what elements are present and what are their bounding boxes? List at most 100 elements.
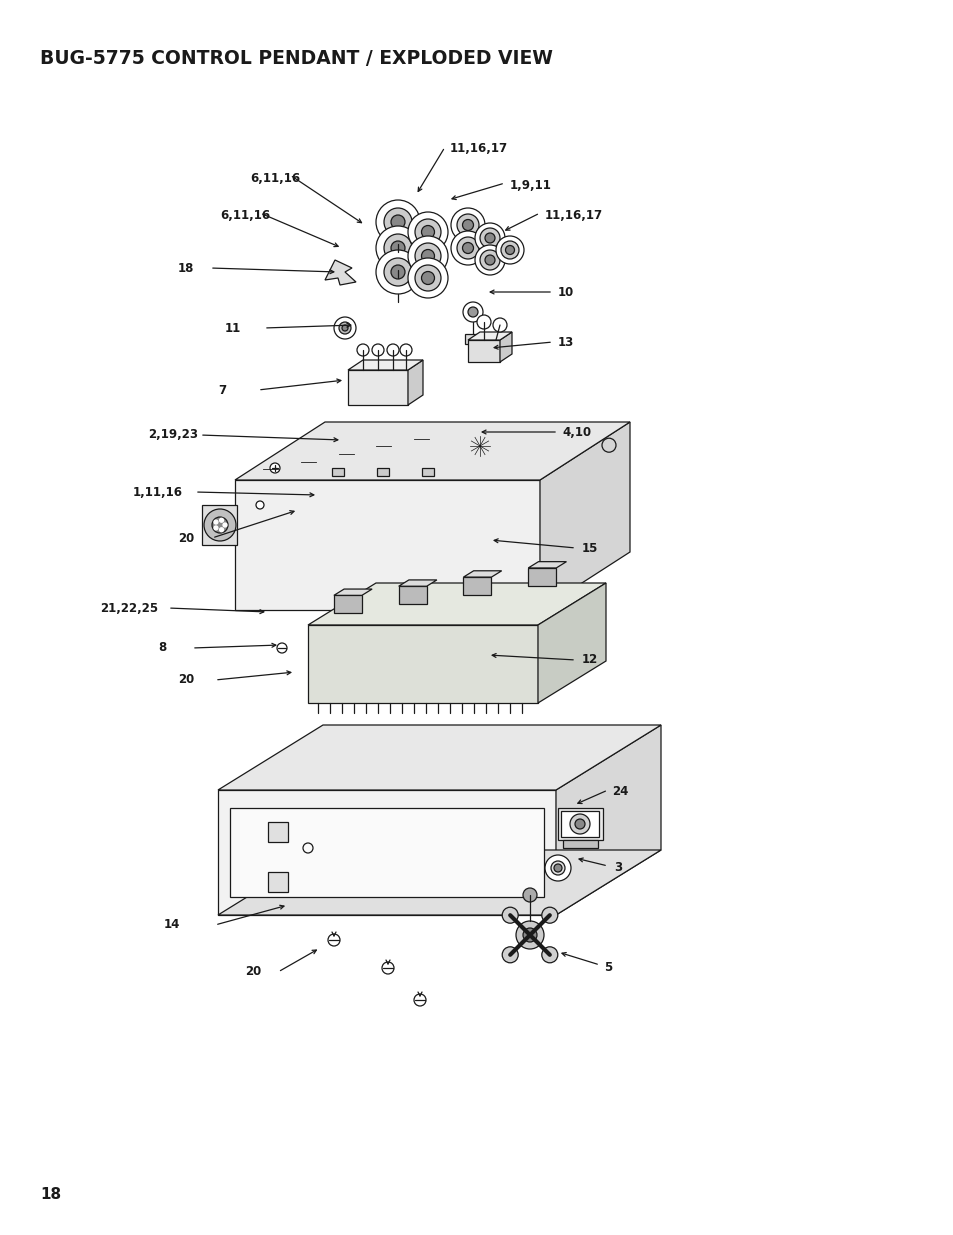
Bar xyxy=(202,505,236,545)
Text: 11,16,17: 11,16,17 xyxy=(544,209,602,221)
Bar xyxy=(376,468,389,475)
Polygon shape xyxy=(268,872,288,892)
Circle shape xyxy=(500,241,518,259)
Circle shape xyxy=(516,921,543,948)
Polygon shape xyxy=(463,577,491,595)
Polygon shape xyxy=(234,422,629,480)
Polygon shape xyxy=(325,261,355,285)
Polygon shape xyxy=(556,725,660,915)
Circle shape xyxy=(384,233,412,262)
Text: 11: 11 xyxy=(225,321,241,335)
Bar xyxy=(464,333,480,345)
Circle shape xyxy=(575,819,584,829)
Polygon shape xyxy=(499,332,512,362)
Text: 13: 13 xyxy=(558,336,574,348)
Circle shape xyxy=(505,246,514,254)
Ellipse shape xyxy=(346,472,374,484)
Ellipse shape xyxy=(346,433,374,446)
Text: 6,11,16: 6,11,16 xyxy=(220,209,270,221)
Circle shape xyxy=(213,520,217,524)
Text: 18: 18 xyxy=(40,1188,61,1203)
Text: 5: 5 xyxy=(603,962,612,974)
Circle shape xyxy=(384,258,412,287)
Circle shape xyxy=(399,345,412,356)
Circle shape xyxy=(484,233,495,243)
Circle shape xyxy=(554,864,561,872)
Circle shape xyxy=(475,245,504,275)
Text: 18: 18 xyxy=(178,262,194,274)
Circle shape xyxy=(276,643,287,653)
Circle shape xyxy=(415,243,440,269)
Circle shape xyxy=(384,207,412,236)
Polygon shape xyxy=(463,571,501,577)
Polygon shape xyxy=(398,587,426,604)
Circle shape xyxy=(204,509,235,541)
Circle shape xyxy=(212,517,228,534)
Polygon shape xyxy=(218,790,556,915)
Polygon shape xyxy=(308,625,537,703)
Circle shape xyxy=(451,207,484,242)
Circle shape xyxy=(569,814,589,834)
Circle shape xyxy=(391,241,405,254)
Circle shape xyxy=(479,249,499,270)
Circle shape xyxy=(219,527,223,532)
Circle shape xyxy=(421,249,434,263)
Circle shape xyxy=(381,962,394,974)
Text: 8: 8 xyxy=(158,641,166,655)
Circle shape xyxy=(408,212,448,252)
Circle shape xyxy=(415,266,440,291)
Text: 2,19,23: 2,19,23 xyxy=(148,429,198,441)
Bar xyxy=(421,468,434,475)
Circle shape xyxy=(223,522,227,527)
Polygon shape xyxy=(468,332,512,340)
Circle shape xyxy=(387,345,398,356)
Circle shape xyxy=(541,908,558,924)
Text: 21,22,25: 21,22,25 xyxy=(100,601,158,615)
Text: 11,16,17: 11,16,17 xyxy=(450,142,508,154)
Circle shape xyxy=(501,947,517,963)
Circle shape xyxy=(391,266,405,279)
Text: 10: 10 xyxy=(558,285,574,299)
Text: 4,10: 4,10 xyxy=(561,426,591,438)
Circle shape xyxy=(493,317,506,332)
Circle shape xyxy=(334,317,355,338)
Circle shape xyxy=(414,994,426,1007)
Circle shape xyxy=(415,219,440,245)
Circle shape xyxy=(375,249,419,294)
Polygon shape xyxy=(408,359,422,405)
Circle shape xyxy=(375,226,419,270)
Text: 6,11,16: 6,11,16 xyxy=(250,172,300,184)
Circle shape xyxy=(462,220,473,231)
Text: 12: 12 xyxy=(581,653,598,667)
Circle shape xyxy=(462,303,482,322)
Text: 15: 15 xyxy=(581,541,598,555)
Circle shape xyxy=(479,228,499,248)
Circle shape xyxy=(341,325,348,331)
Polygon shape xyxy=(308,583,605,625)
Circle shape xyxy=(456,214,478,236)
Polygon shape xyxy=(334,595,361,614)
Text: 20: 20 xyxy=(245,966,261,978)
Circle shape xyxy=(328,934,339,946)
Circle shape xyxy=(270,463,280,473)
Circle shape xyxy=(213,526,217,530)
Text: 14: 14 xyxy=(164,919,180,931)
Polygon shape xyxy=(218,725,660,790)
Circle shape xyxy=(391,215,405,228)
Polygon shape xyxy=(218,850,660,915)
Circle shape xyxy=(462,242,473,253)
Text: 1,11,16: 1,11,16 xyxy=(132,485,183,499)
Text: 7: 7 xyxy=(218,384,226,396)
Circle shape xyxy=(451,231,484,266)
Polygon shape xyxy=(537,583,605,703)
Circle shape xyxy=(496,236,523,264)
Circle shape xyxy=(522,927,537,942)
Circle shape xyxy=(408,236,448,275)
Circle shape xyxy=(484,254,495,266)
Circle shape xyxy=(338,322,351,333)
Circle shape xyxy=(544,855,571,881)
Polygon shape xyxy=(234,480,539,610)
Circle shape xyxy=(408,258,448,298)
Circle shape xyxy=(219,519,223,522)
Text: 1,9,11: 1,9,11 xyxy=(510,179,551,191)
